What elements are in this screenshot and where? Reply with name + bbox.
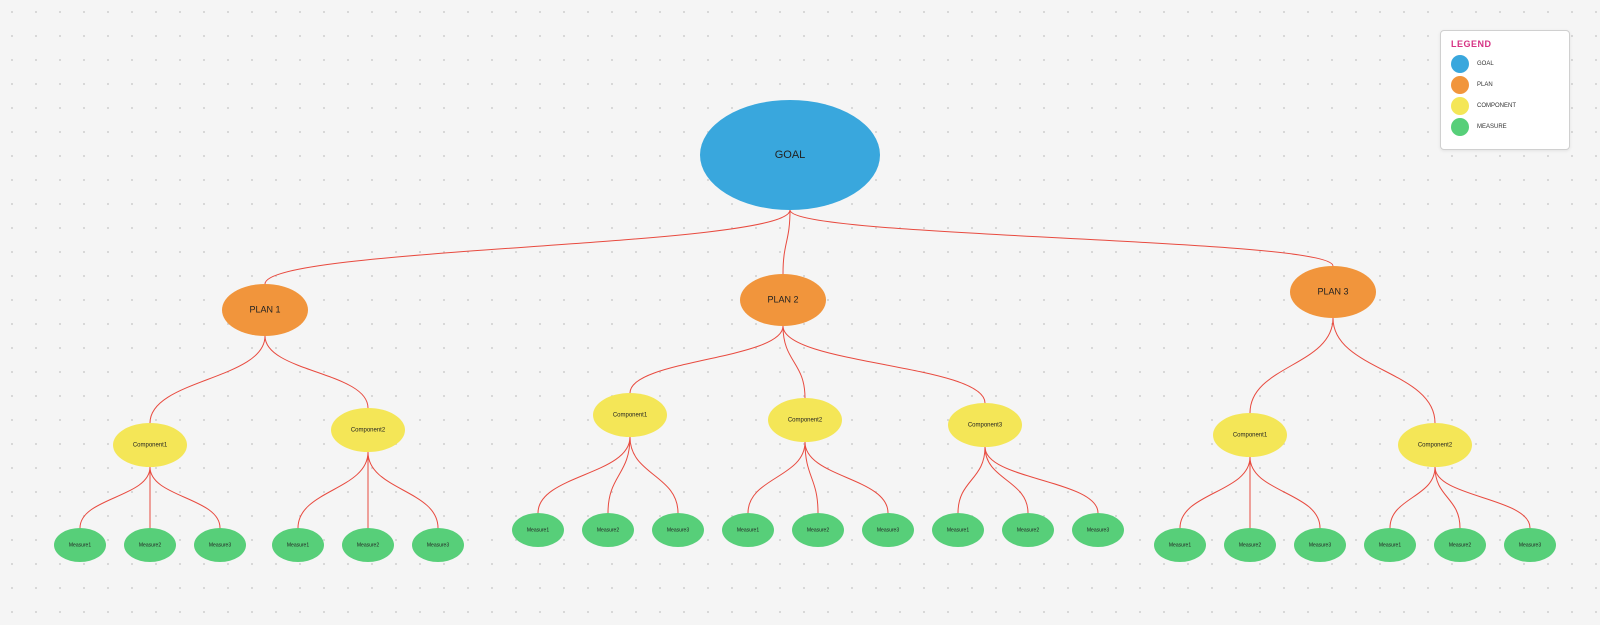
legend-swatch: [1451, 76, 1469, 94]
legend-panel: LEGEND GOAL PLAN COMPONENT MEASURE: [1440, 30, 1570, 150]
node-measure[interactable]: Measure1: [1364, 528, 1416, 562]
node-measure[interactable]: Measure3: [1294, 528, 1346, 562]
node-label: Measure3: [877, 527, 899, 533]
node-component[interactable]: Component3: [948, 403, 1022, 447]
node-label: Measure1: [527, 527, 549, 533]
node-label: Measure2: [357, 542, 379, 548]
node-measure[interactable]: Measure2: [1224, 528, 1276, 562]
node-label: Measure1: [287, 542, 309, 548]
node-label: Component2: [1418, 443, 1453, 449]
node-component[interactable]: Component1: [113, 423, 187, 467]
legend-item: PLAN: [1451, 76, 1559, 94]
legend-label: COMPONENT: [1477, 103, 1516, 109]
node-measure[interactable]: Measure3: [194, 528, 246, 562]
node-measure[interactable]: Measure1: [932, 513, 984, 547]
node-component[interactable]: Component1: [593, 393, 667, 437]
node-label: Measure2: [807, 527, 829, 533]
node-label: Component2: [351, 428, 386, 434]
node-label: PLAN 1: [249, 304, 280, 314]
node-label: Measure2: [1449, 542, 1471, 548]
legend-item: MEASURE: [1451, 118, 1559, 136]
node-label: PLAN 2: [767, 294, 798, 304]
legend-items: GOAL PLAN COMPONENT MEASURE: [1451, 55, 1559, 136]
legend-swatch: [1451, 55, 1469, 73]
node-label: Measure3: [427, 542, 449, 548]
node-measure[interactable]: Measure2: [124, 528, 176, 562]
node-component[interactable]: Component2: [768, 398, 842, 442]
node-measure[interactable]: Measure1: [54, 528, 106, 562]
node-measure[interactable]: Measure1: [272, 528, 324, 562]
node-label: Component1: [133, 443, 168, 449]
diagram-canvas[interactable]: GOAL PLAN 1 PLAN 2 PLAN 3 Component1 Componen…: [0, 0, 1600, 625]
node-label: Measure3: [1087, 527, 1109, 533]
node-measure[interactable]: Measure1: [512, 513, 564, 547]
node-label: PLAN 3: [1317, 286, 1348, 296]
node-plan[interactable]: PLAN 2: [740, 274, 826, 326]
node-label: Measure2: [139, 542, 161, 548]
node-measure[interactable]: Measure2: [792, 513, 844, 547]
node-measure[interactable]: Measure2: [342, 528, 394, 562]
node-component[interactable]: Component1: [1213, 413, 1287, 457]
node-label: Measure1: [1169, 542, 1191, 548]
node-plan[interactable]: PLAN 1: [222, 284, 308, 336]
node-measure[interactable]: Measure3: [1504, 528, 1556, 562]
node-label: Measure3: [667, 527, 689, 533]
node-measure[interactable]: Measure2: [1002, 513, 1054, 547]
legend-title: LEGEND: [1451, 39, 1559, 49]
node-measure[interactable]: Measure3: [1072, 513, 1124, 547]
node-label: Measure1: [1379, 542, 1401, 548]
legend-label: GOAL: [1477, 61, 1494, 67]
node-label: Component3: [968, 423, 1003, 429]
node-measure[interactable]: Measure1: [722, 513, 774, 547]
node-label: Measure2: [597, 527, 619, 533]
node-component[interactable]: Component2: [1398, 423, 1472, 467]
node-label: Measure3: [1309, 542, 1331, 548]
node-label: Measure2: [1017, 527, 1039, 533]
node-measure[interactable]: Measure3: [862, 513, 914, 547]
node-component[interactable]: Component2: [331, 408, 405, 452]
node-measure[interactable]: Measure3: [652, 513, 704, 547]
node-label: Component1: [613, 413, 648, 419]
node-measure[interactable]: Measure2: [1434, 528, 1486, 562]
tree-diagram: GOAL PLAN 1 PLAN 2 PLAN 3 Component1 Componen…: [0, 0, 1600, 625]
node-label: Measure3: [209, 542, 231, 548]
legend-label: PLAN: [1477, 82, 1493, 88]
node-plan[interactable]: PLAN 3: [1290, 266, 1376, 318]
node-measure[interactable]: Measure3: [412, 528, 464, 562]
node-label: Component2: [788, 418, 823, 424]
node-label: Measure1: [737, 527, 759, 533]
node-label: Measure2: [1239, 542, 1261, 548]
node-label: Component1: [1233, 433, 1268, 439]
node-label: Measure1: [69, 542, 91, 548]
legend-item: COMPONENT: [1451, 97, 1559, 115]
node-goal[interactable]: GOAL: [700, 100, 880, 210]
legend-swatch: [1451, 97, 1469, 115]
legend-swatch: [1451, 118, 1469, 136]
node-measure[interactable]: Measure1: [1154, 528, 1206, 562]
node-label: Measure3: [1519, 542, 1541, 548]
legend-label: MEASURE: [1477, 124, 1507, 130]
node-label: GOAL: [775, 149, 806, 161]
node-measure[interactable]: Measure2: [582, 513, 634, 547]
legend-item: GOAL: [1451, 55, 1559, 73]
node-label: Measure1: [947, 527, 969, 533]
